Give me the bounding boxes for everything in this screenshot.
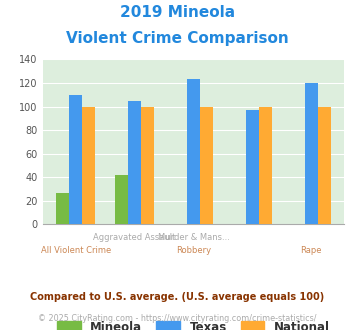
Bar [259, 107, 272, 224]
Bar [200, 107, 213, 224]
Bar [318, 107, 331, 224]
Bar [56, 193, 69, 224]
Text: 2019 Mineola: 2019 Mineola [120, 5, 235, 20]
Text: © 2025 CityRating.com - https://www.cityrating.com/crime-statistics/: © 2025 CityRating.com - https://www.city… [38, 314, 317, 323]
Text: All Violent Crime: All Violent Crime [40, 246, 111, 255]
Bar [82, 107, 95, 224]
Bar [246, 110, 259, 224]
Bar [128, 101, 141, 224]
Bar [115, 175, 128, 224]
Bar [305, 83, 318, 224]
Bar [141, 107, 154, 224]
Text: Murder & Mans...: Murder & Mans... [158, 233, 229, 242]
Legend: Mineola, Texas, National: Mineola, Texas, National [52, 316, 335, 330]
Bar [69, 95, 82, 224]
Text: Compared to U.S. average. (U.S. average equals 100): Compared to U.S. average. (U.S. average … [31, 292, 324, 302]
Text: Rape: Rape [300, 246, 322, 255]
Bar [187, 80, 200, 224]
Text: Violent Crime Comparison: Violent Crime Comparison [66, 31, 289, 46]
Text: Robbery: Robbery [176, 246, 211, 255]
Text: Aggravated Assault: Aggravated Assault [93, 233, 176, 242]
